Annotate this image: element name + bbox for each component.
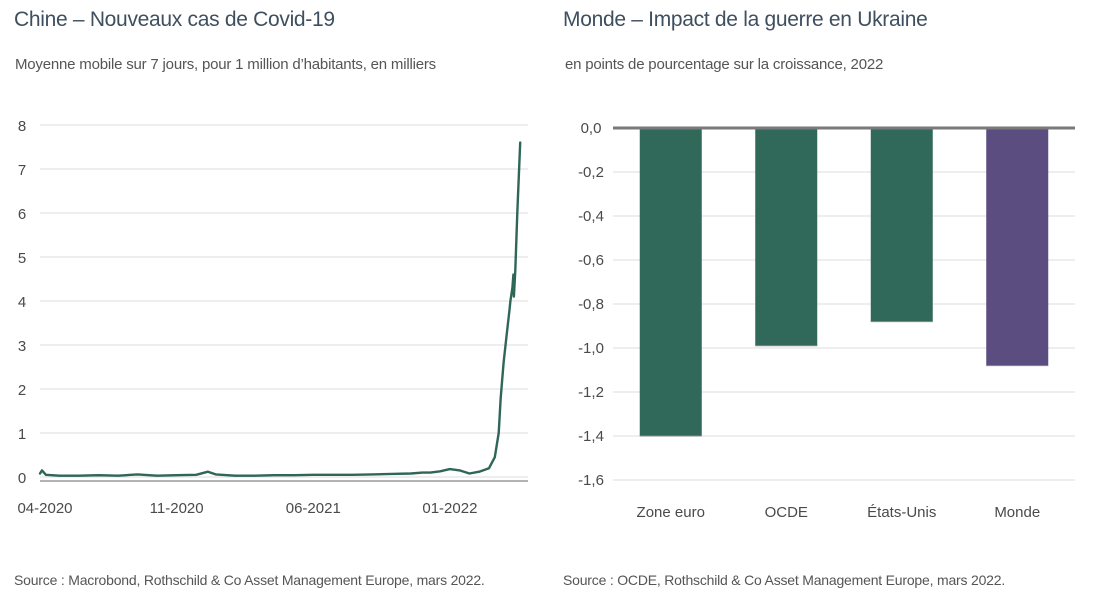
right-x-tick-label: OCDE [765, 504, 808, 521]
china-cases-line [38, 141, 522, 477]
right-y-tick-label: -1,4 [578, 428, 604, 445]
right-y-tick-label: -0,6 [578, 252, 604, 269]
right-chart-title: Monde – Impact de la guerre en Ukraine [563, 8, 928, 31]
left-y-tick-label: 4 [18, 294, 26, 311]
left-y-tick-label: 0 [18, 470, 26, 487]
right-y-tick-label: 0,0 [581, 120, 602, 137]
left-y-tick-label: 8 [18, 118, 26, 135]
left-y-tick-label: 7 [18, 162, 26, 179]
right-chart-subtitle: en points de pourcentage sur la croissan… [565, 56, 884, 73]
right-x-axis: Zone euro OCDE États-Unis Monde [637, 504, 1041, 521]
right-x-tick-label: Zone euro [637, 504, 705, 521]
left-y-tick-label: 2 [18, 382, 26, 399]
left-chart-source: Source : Macrobond, Rothschild & Co Asse… [14, 572, 485, 588]
left-y-axis: 0 1 2 3 4 5 6 7 8 [18, 118, 26, 487]
right-x-tick-label: États-Unis [867, 504, 936, 521]
right-bars [639, 128, 1049, 437]
left-y-tick-label: 5 [18, 250, 26, 267]
left-x-tick-label: 04-2020 [17, 500, 72, 517]
ukraine-impact-bar-chart: 0,0 -0,2 -0,4 -0,6 -0,8 -1,0 -1,2 -1,4 -1,6 Zone… [578, 120, 1075, 521]
right-y-tick-label: -1,0 [578, 340, 604, 357]
bar--tats-unis [870, 128, 933, 322]
left-chart-title: Chine – Nouveaux cas de Covid-19 [14, 8, 335, 31]
bar-zone-euro [639, 128, 702, 436]
left-chart-subtitle: Moyenne mobile sur 7 jours, pour 1 milli… [15, 56, 436, 73]
left-x-tick-label: 01-2022 [422, 500, 477, 517]
bar-monde [986, 128, 1049, 366]
right-y-axis: 0,0 -0,2 -0,4 -0,6 -0,8 -1,0 -1,2 -1,4 -1,6 [578, 120, 604, 489]
right-y-tick-label: -1,6 [578, 472, 604, 489]
right-y-tick-label: -0,8 [578, 296, 604, 313]
left-x-tick-label: 06-2021 [286, 500, 341, 517]
left-y-tick-label: 3 [18, 338, 26, 355]
bar-ocde [755, 128, 818, 346]
left-x-axis: 04-2020 11-2020 06-2021 01-2022 [17, 500, 477, 517]
right-chart-source: Source : OCDE, Rothschild & Co Asset Man… [563, 572, 1006, 588]
left-y-tick-label: 6 [18, 206, 26, 223]
left-x-tick-label: 11-2020 [150, 500, 204, 517]
left-y-tick-label: 1 [18, 426, 26, 443]
right-y-tick-label: -1,2 [578, 384, 604, 401]
right-y-tick-label: -0,4 [578, 208, 604, 225]
right-y-tick-label: -0,2 [578, 164, 604, 181]
covid-line-chart: 0 1 2 3 4 5 6 7 8 04-2020 11-2020 06-2021 01-2022 [17, 118, 528, 517]
right-x-tick-label: Monde [994, 504, 1040, 521]
left-gridlines [40, 124, 528, 482]
